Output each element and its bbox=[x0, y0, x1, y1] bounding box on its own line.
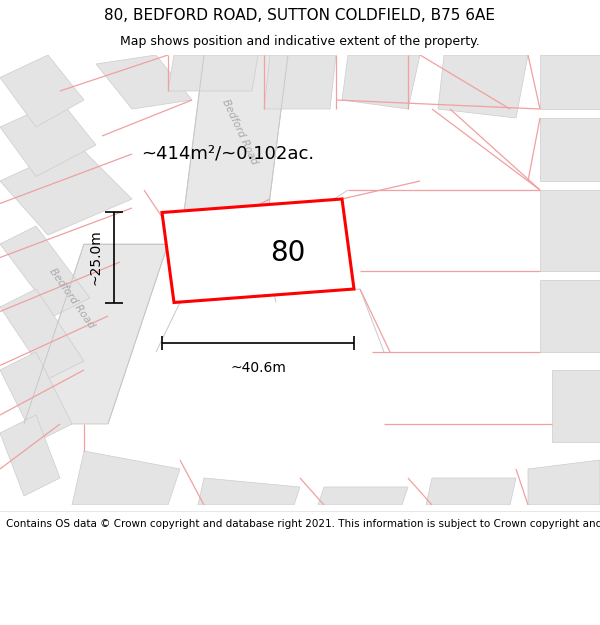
Text: ~414m²/~0.102ac.: ~414m²/~0.102ac. bbox=[142, 145, 314, 163]
Polygon shape bbox=[162, 199, 354, 302]
Polygon shape bbox=[540, 55, 600, 109]
Polygon shape bbox=[540, 190, 600, 271]
Text: ~25.0m: ~25.0m bbox=[88, 229, 102, 286]
Text: Contains OS data © Crown copyright and database right 2021. This information is : Contains OS data © Crown copyright and d… bbox=[6, 519, 600, 529]
Polygon shape bbox=[96, 55, 192, 109]
Polygon shape bbox=[0, 226, 90, 316]
Polygon shape bbox=[540, 280, 600, 352]
Text: Bedford Road: Bedford Road bbox=[220, 98, 260, 166]
Polygon shape bbox=[318, 487, 408, 505]
Text: Map shows position and indicative extent of the property.: Map shows position and indicative extent… bbox=[120, 35, 480, 48]
Polygon shape bbox=[426, 478, 516, 505]
Polygon shape bbox=[0, 352, 72, 442]
Text: Bedford Road: Bedford Road bbox=[47, 266, 97, 330]
Polygon shape bbox=[0, 415, 60, 496]
Text: ~40.6m: ~40.6m bbox=[230, 361, 286, 375]
Polygon shape bbox=[342, 55, 420, 109]
Polygon shape bbox=[0, 55, 84, 127]
Polygon shape bbox=[72, 451, 180, 505]
Polygon shape bbox=[540, 118, 600, 181]
Polygon shape bbox=[0, 145, 132, 235]
Polygon shape bbox=[552, 370, 600, 442]
Polygon shape bbox=[0, 100, 96, 176]
Polygon shape bbox=[24, 244, 168, 424]
Polygon shape bbox=[180, 55, 288, 244]
Polygon shape bbox=[528, 460, 600, 505]
Polygon shape bbox=[264, 55, 336, 109]
Text: 80: 80 bbox=[271, 239, 305, 267]
Polygon shape bbox=[438, 55, 528, 118]
Text: 80, BEDFORD ROAD, SUTTON COLDFIELD, B75 6AE: 80, BEDFORD ROAD, SUTTON COLDFIELD, B75 … bbox=[104, 8, 496, 23]
Polygon shape bbox=[198, 478, 300, 505]
Polygon shape bbox=[168, 55, 258, 91]
Polygon shape bbox=[0, 289, 84, 379]
